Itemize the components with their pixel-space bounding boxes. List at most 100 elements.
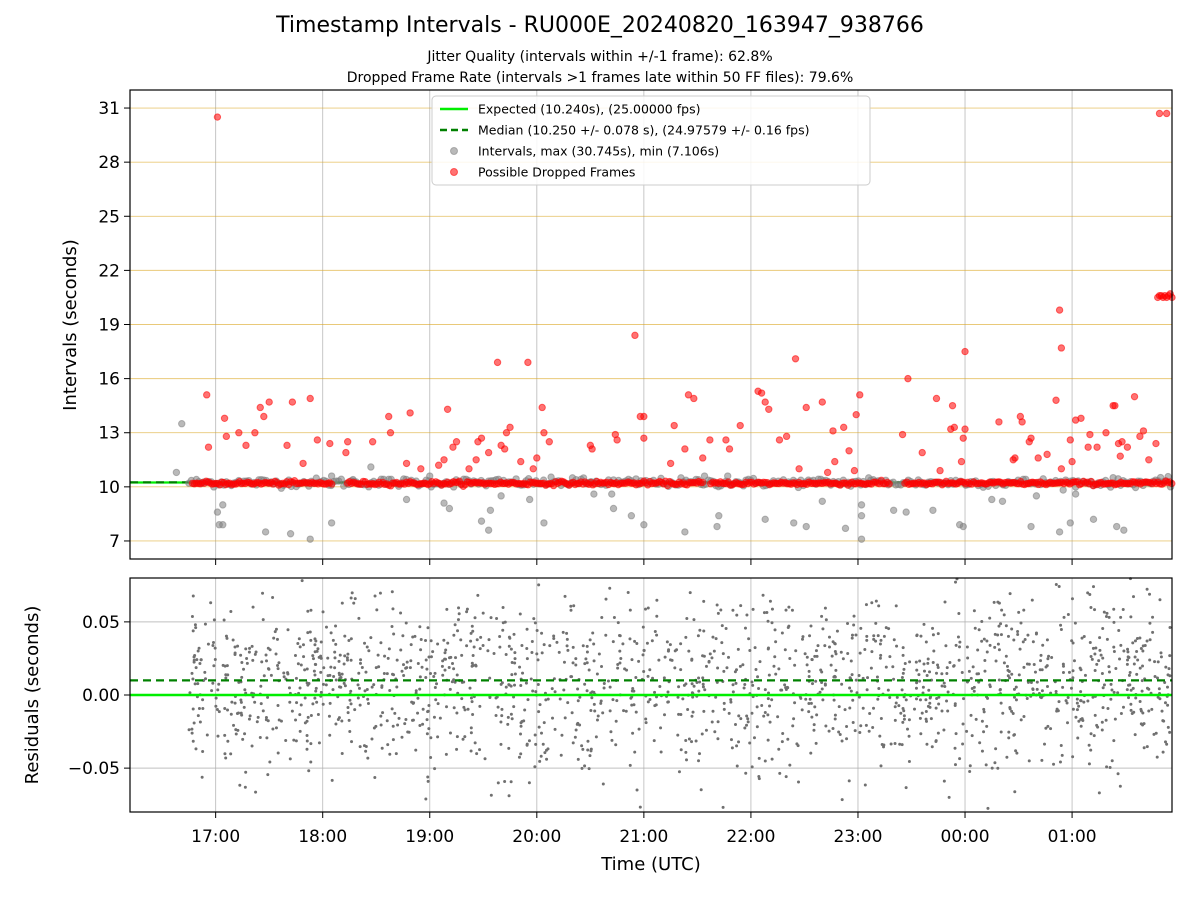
- residual-point: [457, 606, 461, 610]
- residual-point: [687, 737, 691, 741]
- residual-point: [358, 745, 362, 749]
- residual-point: [768, 720, 772, 724]
- residual-point: [1126, 658, 1130, 662]
- residual-point: [264, 659, 268, 663]
- interval-point: [857, 535, 866, 543]
- residual-point: [1004, 624, 1008, 628]
- residual-point: [985, 724, 989, 728]
- residual-point: [1125, 662, 1129, 666]
- residual-point: [696, 634, 700, 638]
- residual-point: [648, 668, 652, 672]
- residual-point: [766, 647, 770, 651]
- residual-point: [641, 653, 645, 657]
- residual-point: [441, 659, 445, 663]
- residual-point: [818, 690, 822, 694]
- residual-point: [238, 783, 242, 787]
- chart-subtitle-dropped: Dropped Frame Rate (intervals >1 frames …: [346, 70, 854, 86]
- residual-point: [217, 682, 221, 686]
- residual-point: [475, 638, 479, 642]
- residual-point: [1061, 662, 1065, 666]
- residual-point: [848, 706, 852, 710]
- residual-point: [863, 647, 867, 651]
- dropped-frame-point: [220, 414, 229, 422]
- residual-point: [943, 684, 947, 688]
- dropped-frame-point: [1066, 436, 1074, 444]
- residual-point: [1119, 643, 1123, 647]
- residual-point: [684, 738, 688, 742]
- residual-point: [357, 616, 361, 620]
- residual-point: [391, 738, 395, 742]
- residual-point: [735, 764, 739, 768]
- residual-point: [807, 702, 811, 706]
- residual-point: [1022, 665, 1026, 669]
- residual-point: [392, 632, 396, 636]
- residual-point: [914, 697, 918, 701]
- residual-point: [299, 703, 303, 707]
- residual-point: [1019, 621, 1023, 625]
- residual-point: [857, 674, 861, 678]
- legend-dropped-swatch: [450, 168, 458, 176]
- residual-point: [946, 709, 950, 713]
- residual-point: [855, 691, 859, 695]
- residual-point: [271, 727, 275, 731]
- dropped-frame-point: [1068, 457, 1076, 466]
- residual-point: [858, 651, 862, 655]
- interval-point: [213, 508, 222, 516]
- residual-point: [1023, 638, 1027, 642]
- residual-point: [536, 658, 540, 662]
- residual-point: [358, 661, 362, 665]
- residual-point: [961, 722, 965, 726]
- residual-point: [813, 654, 817, 658]
- residual-point: [679, 748, 683, 752]
- interval-point: [1066, 519, 1074, 527]
- residual-point: [965, 645, 969, 649]
- residual-point: [956, 635, 960, 639]
- residual-point: [848, 686, 852, 690]
- residual-point: [507, 746, 511, 750]
- residual-point: [234, 732, 238, 736]
- residual-point: [583, 682, 587, 686]
- residual-point: [215, 707, 219, 711]
- residual-point: [650, 639, 654, 643]
- interval-point: [486, 506, 495, 514]
- dropped-frame-point: [957, 457, 966, 466]
- residual-point: [343, 684, 347, 688]
- residual-point: [314, 686, 318, 690]
- residual-point: [294, 718, 298, 722]
- residual-point: [743, 726, 747, 730]
- residual-point: [380, 685, 384, 689]
- residual-point: [662, 676, 666, 680]
- dropped-frame-point: [761, 398, 769, 406]
- residual-point: [286, 671, 290, 675]
- residual-point: [766, 738, 770, 742]
- residual-point: [659, 726, 663, 730]
- residual-point: [663, 713, 667, 717]
- residual-point: [243, 785, 247, 789]
- residual-point: [1022, 608, 1026, 612]
- residual-point: [471, 663, 475, 667]
- residual-point: [499, 682, 503, 686]
- residual-point: [871, 725, 875, 729]
- residual-point: [1102, 610, 1106, 614]
- residual-point: [735, 613, 739, 617]
- residual-point: [767, 673, 771, 677]
- residual-point: [801, 635, 805, 639]
- residual-point: [463, 708, 467, 712]
- residual-point: [424, 638, 428, 642]
- dropped-frame-point: [1155, 109, 1164, 118]
- residual-point: [426, 779, 430, 783]
- residual-point: [704, 728, 708, 732]
- residual-point: [783, 648, 787, 652]
- dropped-frame-point: [948, 401, 957, 410]
- residual-point: [968, 770, 972, 774]
- residual-point: [1100, 728, 1104, 732]
- residual-point: [1088, 640, 1092, 644]
- residual-point: [1127, 673, 1131, 677]
- residual-point: [503, 620, 507, 624]
- residual-point: [953, 704, 957, 708]
- residual-point: [1116, 691, 1120, 695]
- residual-point: [892, 638, 896, 642]
- residual-point: [533, 765, 537, 769]
- residual-point: [1066, 612, 1070, 616]
- residual-point: [513, 672, 517, 676]
